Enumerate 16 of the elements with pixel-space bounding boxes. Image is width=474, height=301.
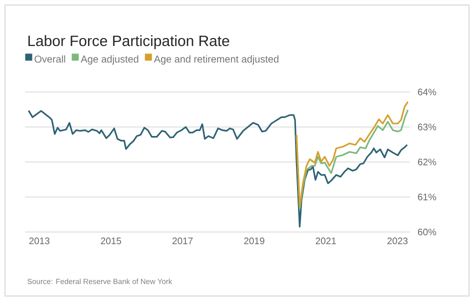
x-tick-label: 2023 xyxy=(387,238,408,244)
y-tick-label: 64% xyxy=(418,88,436,96)
x-tick-label: 2017 xyxy=(172,238,193,244)
legend-label: Age adjusted xyxy=(80,55,138,65)
y-tick-label: 61% xyxy=(418,194,436,200)
legend-label: Age and retirement adjusted xyxy=(154,55,278,65)
chart-title: Labor Force Participation Rate xyxy=(28,35,230,50)
x-tick-label: 2013 xyxy=(29,238,50,244)
y-tick-label: 60% xyxy=(418,228,436,236)
legend-label: Overall xyxy=(34,55,66,63)
x-tick-label: 2019 xyxy=(244,238,264,244)
line-series xyxy=(28,110,408,228)
x-tick-label: 2015 xyxy=(100,238,122,244)
y-tick-label: 62% xyxy=(418,158,436,166)
x-tick-label: 2021 xyxy=(316,238,336,244)
y-tick-label: 63% xyxy=(418,124,436,130)
